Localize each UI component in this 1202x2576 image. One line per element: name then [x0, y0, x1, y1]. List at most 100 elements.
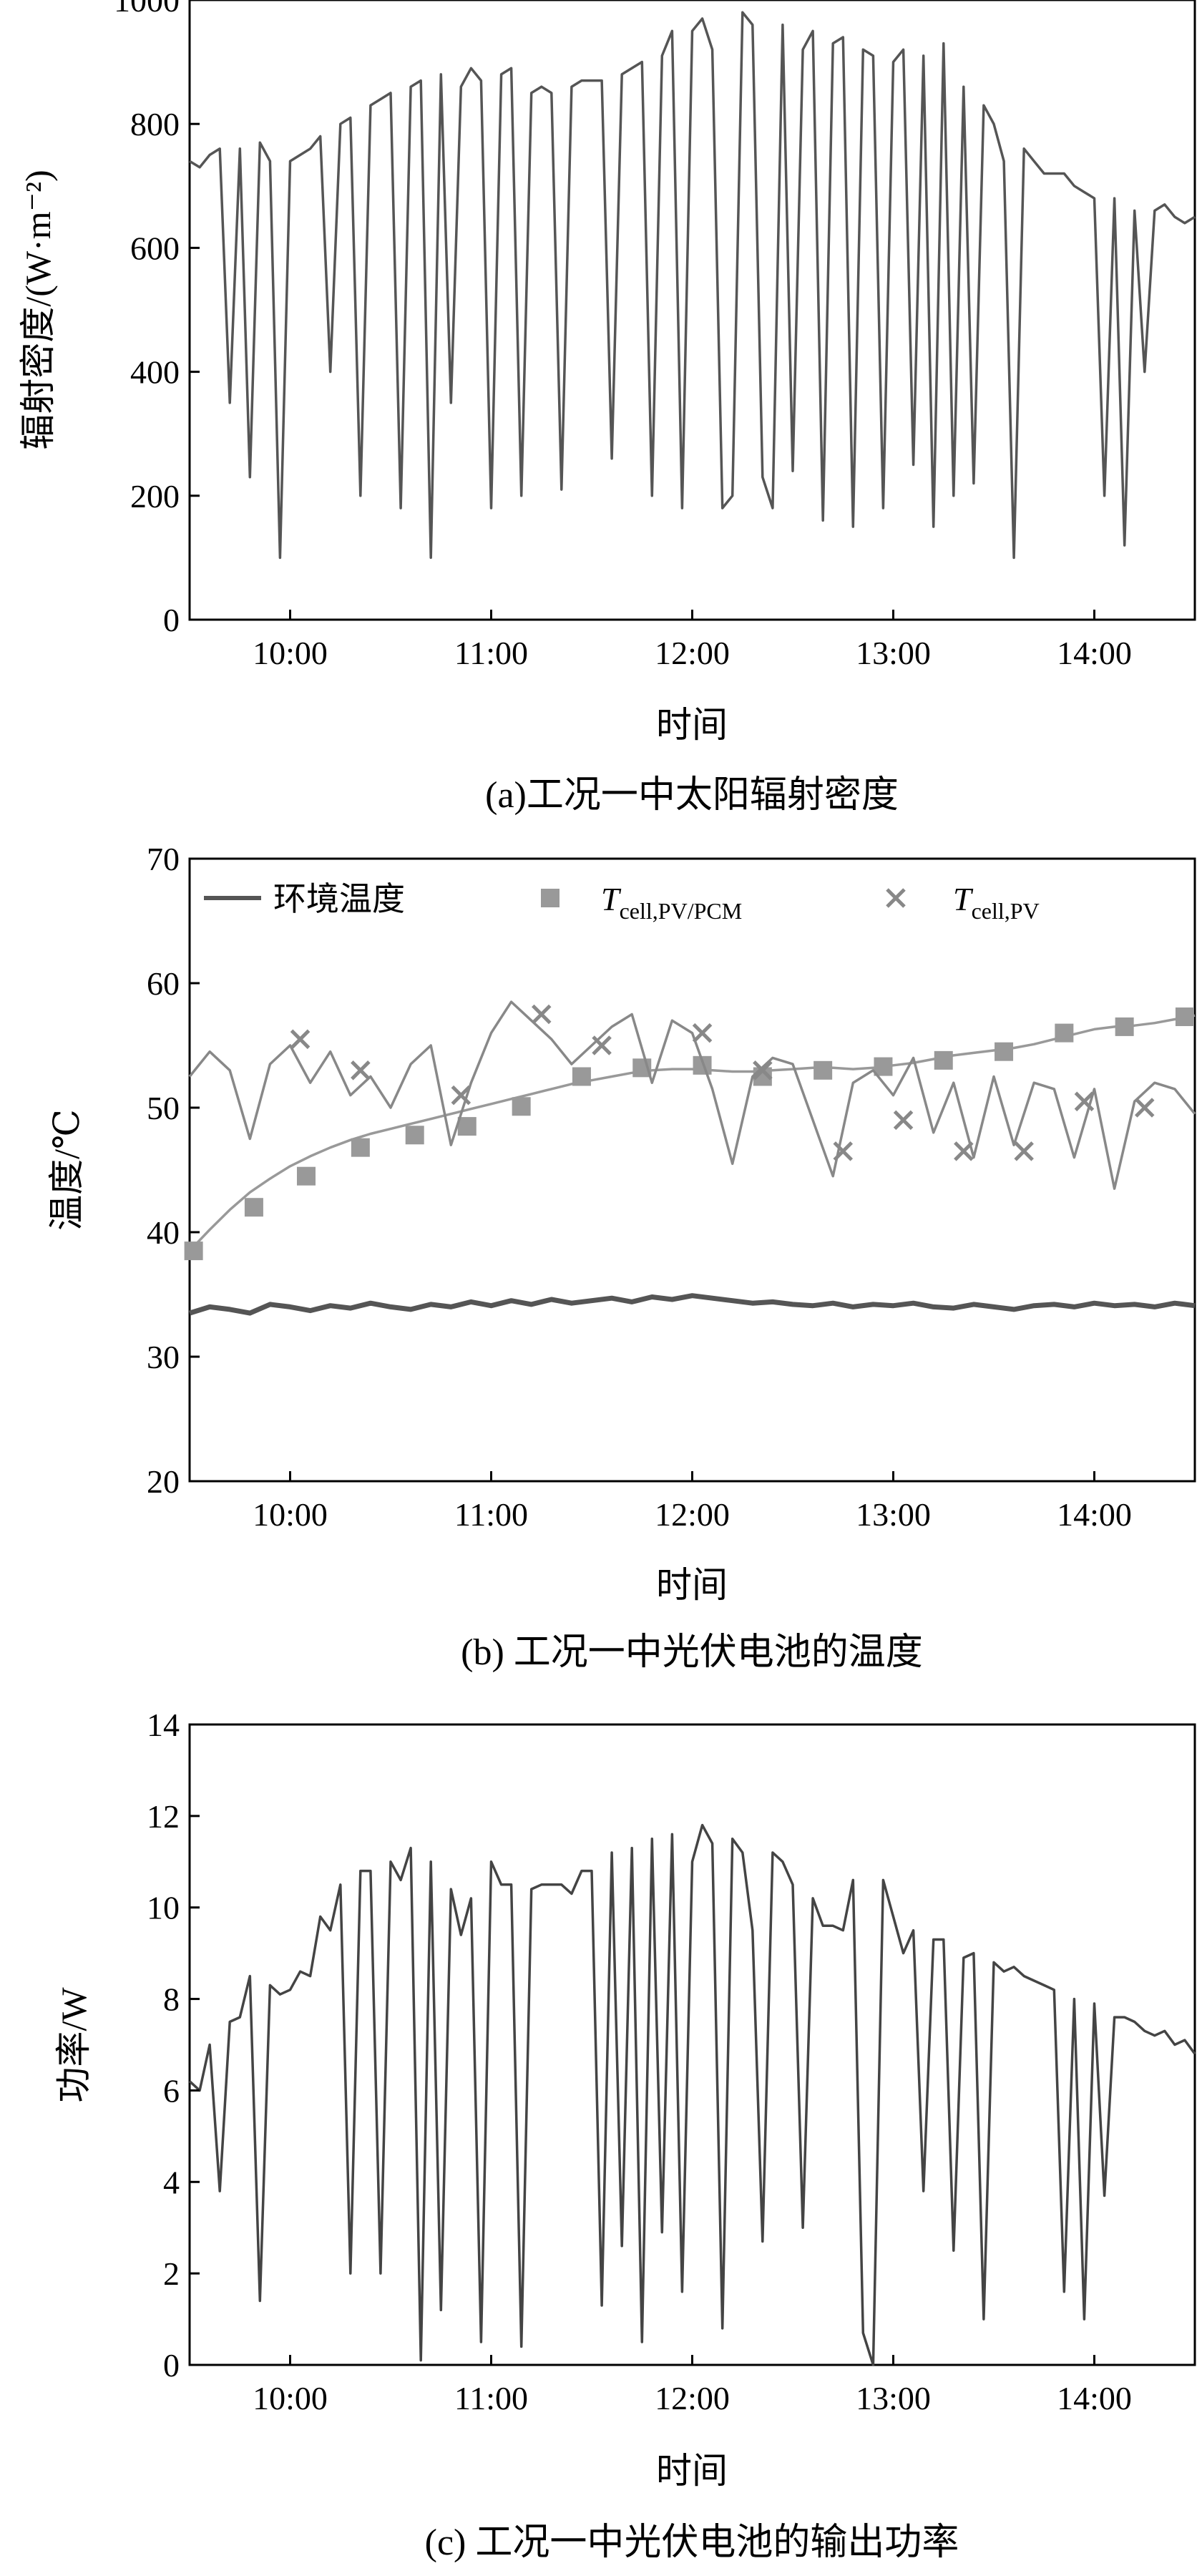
x-ticks: 10:00 11:00 12:00 13:00 14:00 [253, 2355, 1132, 2416]
series-marker-square [813, 1060, 833, 1080]
series-layer [188, 1823, 1196, 2366]
series-marker-x [1134, 1098, 1155, 1118]
series-line [188, 1014, 1196, 1252]
legend-label-sub: cell,PV/PCM [620, 898, 743, 924]
y-tick-label: 8 [163, 1981, 180, 2018]
series-marker-square [457, 1117, 477, 1136]
series-marker-square [405, 1126, 424, 1145]
x-axis-label: 时间 [656, 2451, 728, 2491]
legend-swatch-x [886, 888, 906, 908]
caption: (c) 工况一中光伏电池的输出功率 [425, 2522, 959, 2563]
y-axis-label: 功率/W [54, 1987, 94, 2103]
series-marker-x [451, 1085, 471, 1106]
x-tick-label: 10:00 [253, 1496, 328, 1533]
x-tick-label: 11:00 [454, 1496, 528, 1533]
x-tick-label: 10:00 [253, 2380, 328, 2416]
series-line [188, 1000, 1196, 1190]
y-tick-label: 40 [147, 1214, 180, 1251]
y-tick-label: 70 [147, 841, 180, 877]
series-marker-x [592, 1035, 612, 1055]
series-line [189, 11, 1196, 560]
legend-item-ambient: 环境温度 [204, 881, 405, 917]
series-layer [184, 1000, 1196, 1316]
plot-area-frame [188, 857, 1196, 1483]
legend-label-main: T [601, 881, 622, 917]
series-marker-square [995, 1042, 1014, 1061]
y-tick-label: 6 [163, 2072, 180, 2109]
series-layer [189, 11, 1196, 560]
series-marker-x [531, 1004, 552, 1025]
y-tick-label: 60 [147, 965, 180, 1002]
x-axis-label: 时间 [656, 705, 728, 745]
y-tick-label: 400 [130, 354, 180, 391]
y-axis-label: 辐射密度/(W·m⁻²) [18, 170, 58, 449]
x-tick-label: 13:00 [856, 2380, 931, 2416]
y-tick-label: 1000 [114, 0, 180, 19]
y-ticks: 20 30 40 50 60 70 [147, 841, 200, 1500]
x-tick-label: 14:00 [1057, 635, 1132, 671]
chart-radiation: 0 200 400 600 800 1000 10:00 11:00 12:00 13:00 14… [18, 0, 1196, 816]
caption: (a)工况一中太阳辐射密度 [485, 775, 899, 816]
legend-label-sub: cell,PV [972, 898, 1040, 924]
plot-area-frame [188, 1723, 1196, 2366]
x-ticks: 10:00 11:00 12:00 13:00 14:00 [253, 610, 1132, 671]
series-marker-square [1175, 1007, 1194, 1026]
x-tick-label: 12:00 [655, 635, 730, 671]
y-axis-label: 温度/℃ [47, 1109, 87, 1231]
series-marker-square [296, 1166, 316, 1186]
series-marker-x [893, 1110, 914, 1131]
series-marker-square [244, 1198, 263, 1217]
x-tick-label: 14:00 [1057, 2380, 1132, 2416]
x-tick-label: 12:00 [655, 2380, 730, 2416]
series-marker-x [290, 1029, 311, 1050]
y-tick-label: 0 [163, 2347, 180, 2384]
series-marker-square [1055, 1023, 1074, 1043]
y-tick-label: 2 [163, 2255, 180, 2292]
series-marker-square [512, 1097, 531, 1116]
chart-power: 0 2 4 6 8 10 12 14 10:00 11:00 12:00 13:00 14:00 时间… [54, 1707, 1196, 2563]
caption: (b) 工况一中光伏电池的温度 [461, 1632, 923, 1673]
x-tick-label: 14:00 [1057, 1496, 1132, 1533]
y-tick-label: 14 [147, 1707, 180, 1743]
chart-temperature: 20 30 40 50 60 70 10:00 11:00 12:00 13:00 14:00 环… [47, 841, 1196, 1673]
x-tick-label: 13:00 [856, 635, 931, 671]
x-axis-label: 时间 [656, 1565, 728, 1605]
legend-label: Tcell,PV [953, 881, 1040, 924]
series-marker-square [874, 1057, 893, 1076]
series-marker-square [934, 1050, 953, 1070]
legend-label: 环境温度 [273, 881, 405, 917]
series-marker-square [572, 1067, 591, 1086]
series-marker-x [954, 1141, 974, 1161]
series-marker-square [1115, 1017, 1134, 1036]
y-tick-label: 800 [130, 106, 180, 142]
x-tick-label: 12:00 [655, 1496, 730, 1533]
legend-item-pv-pcm: Tcell,PV/PCM [541, 881, 742, 924]
y-tick-label: 0 [163, 602, 180, 638]
y-tick-label: 4 [163, 2164, 180, 2200]
series-marker-x [351, 1060, 371, 1080]
y-tick-label: 20 [147, 1463, 180, 1500]
series-marker-x [753, 1060, 773, 1080]
x-tick-label: 10:00 [253, 635, 328, 671]
y-tick-label: 30 [147, 1339, 180, 1375]
legend-item-pv: Tcell,PV [886, 881, 1040, 924]
legend: 环境温度 Tcell,PV/PCM Tcell,PV [204, 881, 1040, 924]
series-marker-square [351, 1138, 370, 1157]
series-marker-x [1074, 1091, 1095, 1112]
x-tick-label: 11:00 [454, 2380, 528, 2416]
series-line [188, 1293, 1196, 1316]
series-line [188, 1823, 1196, 2366]
y-tick-label: 50 [147, 1090, 180, 1126]
y-tick-label: 12 [147, 1798, 180, 1835]
y-ticks: 0 200 400 600 800 1000 [114, 0, 200, 638]
x-tick-label: 11:00 [454, 635, 528, 671]
legend-label-main: T [953, 881, 974, 917]
plot-area-frame [188, 0, 1196, 621]
y-ticks: 0 2 4 6 8 10 12 14 [147, 1707, 200, 2384]
x-ticks: 10:00 11:00 12:00 13:00 14:00 [253, 1471, 1132, 1533]
legend-label: Tcell,PV/PCM [601, 881, 742, 924]
series-marker-x [833, 1141, 854, 1161]
series-marker-x [1014, 1141, 1034, 1161]
x-tick-label: 13:00 [856, 1496, 931, 1533]
